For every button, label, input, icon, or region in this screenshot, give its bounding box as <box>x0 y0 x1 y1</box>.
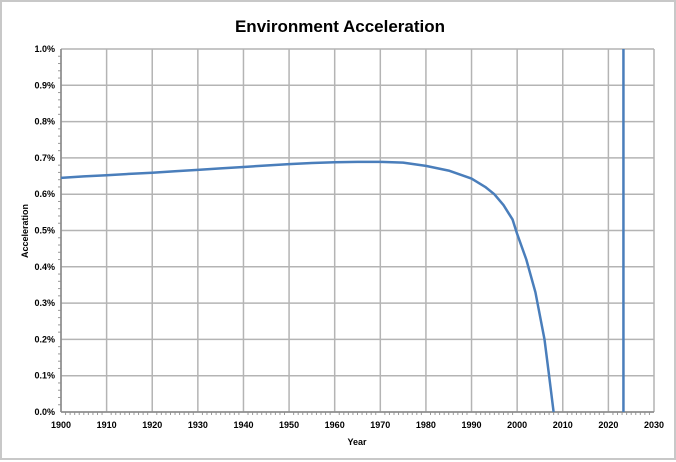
x-tick-label: 1920 <box>142 420 162 430</box>
chart-title: Environment Acceleration <box>235 17 445 36</box>
y-tick-label: 0.5% <box>34 226 55 236</box>
x-axis-label: Year <box>347 437 367 447</box>
y-tick-label: 0.8% <box>34 117 55 127</box>
y-tick-label: 1.0% <box>34 44 55 54</box>
x-tick-label: 1950 <box>279 420 299 430</box>
x-tick-label: 1970 <box>370 420 390 430</box>
y-tick-label: 0.4% <box>34 262 55 272</box>
y-tick-label: 0.6% <box>34 189 55 199</box>
x-tick-label: 1990 <box>462 420 482 430</box>
x-tick-label: 1910 <box>97 420 117 430</box>
x-tick-label: 1900 <box>51 420 71 430</box>
y-axis-label: Acceleration <box>20 204 30 258</box>
x-tick-label: 2010 <box>553 420 573 430</box>
y-tick-label: 0.9% <box>34 80 55 90</box>
x-tick-label: 2020 <box>598 420 618 430</box>
y-tick-label: 0.3% <box>34 298 55 308</box>
x-tick-label: 1930 <box>188 420 208 430</box>
x-tick-label: 1960 <box>325 420 345 430</box>
x-tick-label: 2000 <box>507 420 527 430</box>
x-tick-label: 1980 <box>416 420 436 430</box>
y-tick-label: 0.7% <box>34 153 55 163</box>
y-tick-label: 0.2% <box>34 334 55 344</box>
y-tick-label: 0.1% <box>34 371 55 381</box>
y-tick-label: 0.0% <box>34 407 55 417</box>
x-tick-label: 1940 <box>233 420 253 430</box>
series-line-acceleration <box>60 160 555 413</box>
x-tick-label: 2030 <box>644 420 664 430</box>
